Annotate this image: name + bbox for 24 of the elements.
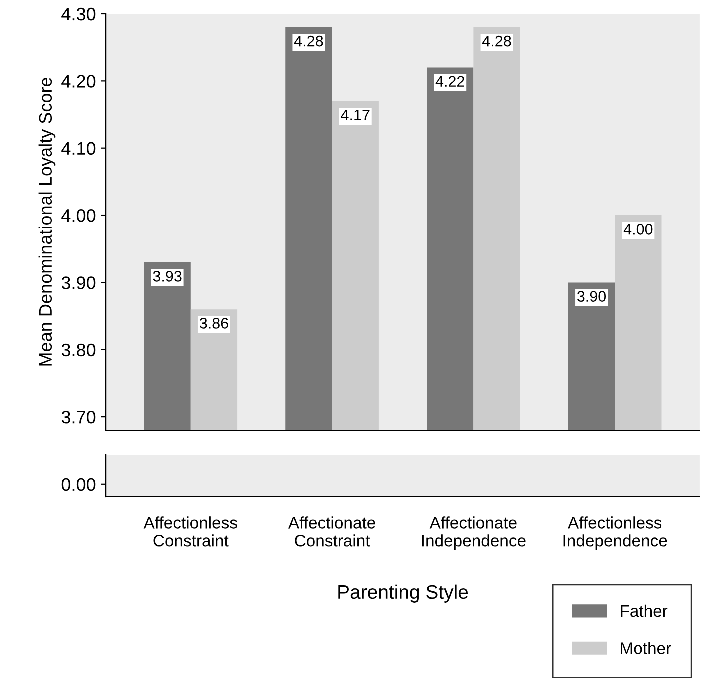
data-label: 4.17 bbox=[341, 110, 370, 120]
x-tick-label: Affectionless Constraint bbox=[144, 516, 238, 547]
y-tick-label: 4.30 bbox=[62, 8, 96, 21]
data-label: 4.28 bbox=[294, 36, 324, 47]
legend-label: Mother bbox=[621, 642, 672, 654]
data-label: 3.86 bbox=[200, 318, 228, 329]
y-tick-label: 4.20 bbox=[62, 75, 96, 88]
data-label: 3.93 bbox=[153, 271, 182, 282]
y-tick-label: 3.90 bbox=[62, 276, 96, 290]
legend-label: Father bbox=[621, 604, 668, 618]
y-tick-label: 3.80 bbox=[62, 344, 96, 357]
y-tick-label: 4.10 bbox=[62, 142, 96, 156]
y-tick-label: 3.70 bbox=[62, 411, 96, 424]
x-tick-label: Affectionate Independence bbox=[422, 516, 526, 550]
data-label: 4.22 bbox=[436, 76, 464, 87]
data-label: 4.00 bbox=[624, 224, 653, 235]
x-tick-label: Affectionless Independence bbox=[564, 516, 668, 550]
y-axis-title: Mean Denominational Loyalty Score bbox=[38, 78, 56, 366]
data-label: 3.90 bbox=[577, 291, 606, 302]
data-label: 4.28 bbox=[482, 36, 512, 47]
x-axis-title: Parenting Style bbox=[338, 584, 468, 603]
y-tick-label: 4.00 bbox=[62, 209, 96, 222]
text: 0.00 bbox=[62, 478, 96, 492]
x-tick-label: Affectionate Constraint bbox=[288, 516, 376, 547]
